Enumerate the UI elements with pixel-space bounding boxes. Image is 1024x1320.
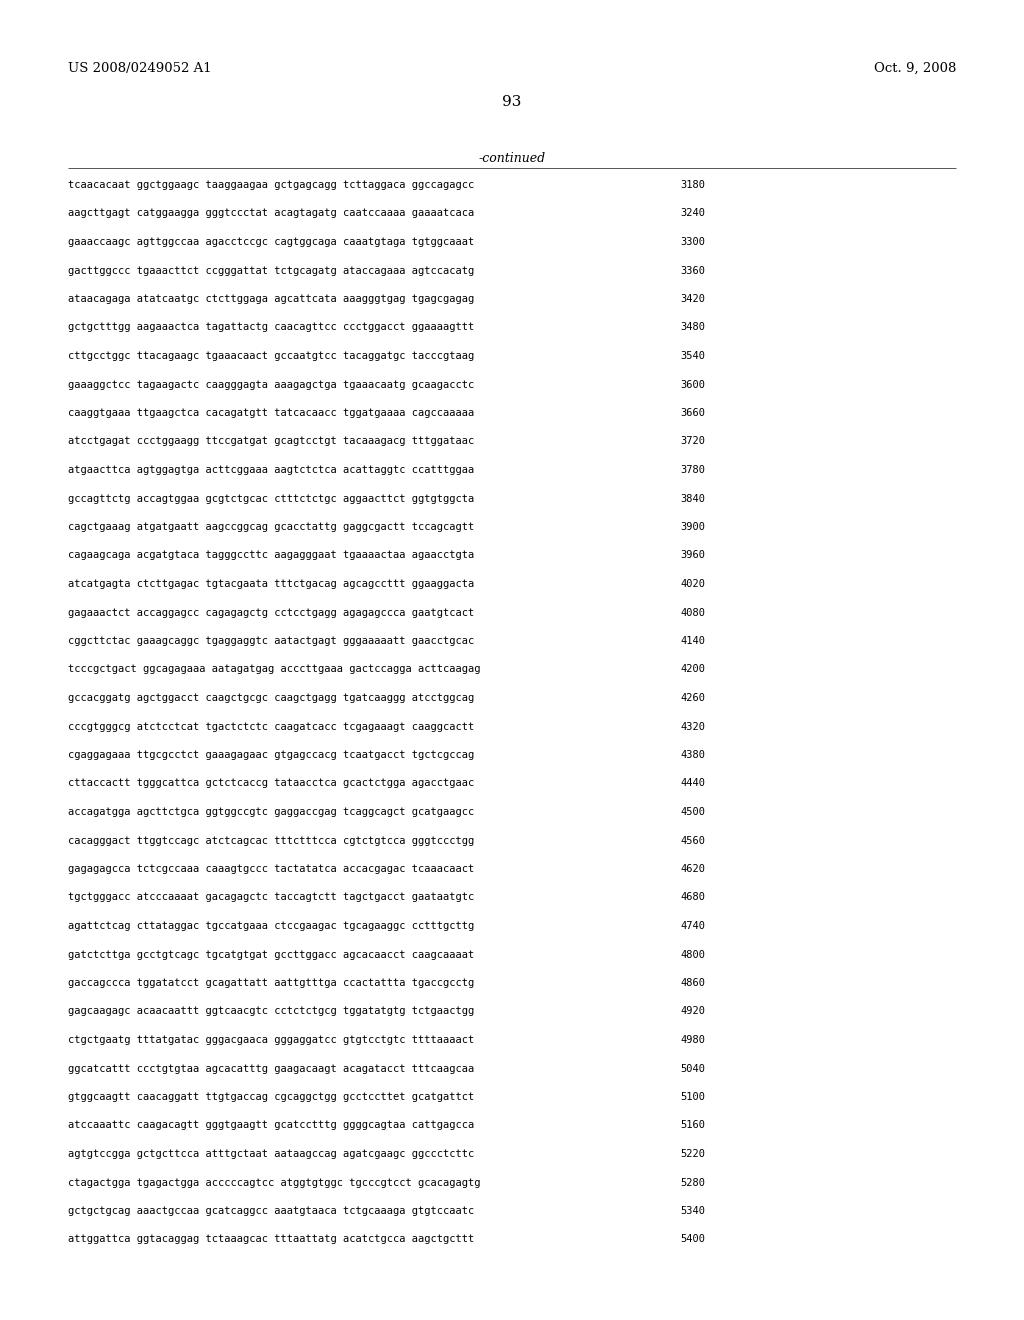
Text: cagaagcaga acgatgtaca tagggccttc aagagggaat tgaaaactaa agaacctgta: cagaagcaga acgatgtaca tagggccttc aagaggg… [68,550,474,561]
Text: caaggtgaaa ttgaagctca cacagatgtt tatcacaacc tggatgaaaa cagccaaaaa: caaggtgaaa ttgaagctca cacagatgtt tatcaca… [68,408,474,418]
Text: 4140: 4140 [680,636,705,645]
Text: aagcttgagt catggaagga gggtccctat acagtagatg caatccaaaa gaaaatcaca: aagcttgagt catggaagga gggtccctat acagtag… [68,209,474,219]
Text: cagctgaaag atgatgaatt aagccggcag gcacctattg gaggcgactt tccagcagtt: cagctgaaag atgatgaatt aagccggcag gcaccta… [68,521,474,532]
Text: gagagagcca tctcgccaaa caaagtgccc tactatatca accacgagac tcaaacaact: gagagagcca tctcgccaaa caaagtgccc tactata… [68,865,474,874]
Text: 3540: 3540 [680,351,705,360]
Text: atgaacttca agtggagtga acttcggaaa aagtctctca acattaggtc ccatttggaa: atgaacttca agtggagtga acttcggaaa aagtctc… [68,465,474,475]
Text: gccagttctg accagtggaa gcgtctgcac ctttctctgc aggaacttct ggtgtggcta: gccagttctg accagtggaa gcgtctgcac ctttctc… [68,494,474,503]
Text: ggcatcattt ccctgtgtaa agcacatttg gaagacaagt acagatacct tttcaagcaa: ggcatcattt ccctgtgtaa agcacatttg gaagaca… [68,1064,474,1073]
Text: 5100: 5100 [680,1092,705,1102]
Text: 4200: 4200 [680,664,705,675]
Text: gacttggccc tgaaacttct ccgggattat tctgcagatg ataccagaaa agtccacatg: gacttggccc tgaaacttct ccgggattat tctgcag… [68,265,474,276]
Text: US 2008/0249052 A1: US 2008/0249052 A1 [68,62,212,75]
Text: 3660: 3660 [680,408,705,418]
Text: agtgtccgga gctgcttcca atttgctaat aataagccag agatcgaagc ggccctcttc: agtgtccgga gctgcttcca atttgctaat aataagc… [68,1148,474,1159]
Text: 5220: 5220 [680,1148,705,1159]
Text: cggcttctac gaaagcaggc tgaggaggtc aatactgagt gggaaaaatt gaacctgcac: cggcttctac gaaagcaggc tgaggaggtc aatactg… [68,636,474,645]
Text: cttaccactt tgggcattca gctctcaccg tataacctca gcactctgga agacctgaac: cttaccactt tgggcattca gctctcaccg tataacc… [68,779,474,788]
Text: 3720: 3720 [680,437,705,446]
Text: 4800: 4800 [680,949,705,960]
Text: 4260: 4260 [680,693,705,704]
Text: gagaaactct accaggagcc cagagagctg cctcctgagg agagagccca gaatgtcact: gagaaactct accaggagcc cagagagctg cctcctg… [68,607,474,618]
Text: tgctgggacc atcccaaaat gacagagctc taccagtctt tagctgacct gaataatgtc: tgctgggacc atcccaaaat gacagagctc taccagt… [68,892,474,903]
Text: ataacagaga atatcaatgc ctcttggaga agcattcata aaagggtgag tgagcgagag: ataacagaga atatcaatgc ctcttggaga agcattc… [68,294,474,304]
Text: 4740: 4740 [680,921,705,931]
Text: ctgctgaatg tttatgatac gggacgaaca gggaggatcc gtgtcctgtc ttttaaaact: ctgctgaatg tttatgatac gggacgaaca gggagga… [68,1035,474,1045]
Text: 3240: 3240 [680,209,705,219]
Text: 4440: 4440 [680,779,705,788]
Text: gatctcttga gcctgtcagc tgcatgtgat gccttggacc agcacaacct caagcaaaat: gatctcttga gcctgtcagc tgcatgtgat gccttgg… [68,949,474,960]
Text: 3600: 3600 [680,380,705,389]
Text: 3900: 3900 [680,521,705,532]
Text: 4080: 4080 [680,607,705,618]
Text: gctgctgcag aaactgccaa gcatcaggcc aaatgtaaca tctgcaaaga gtgtccaatc: gctgctgcag aaactgccaa gcatcaggcc aaatgta… [68,1206,474,1216]
Text: 5400: 5400 [680,1234,705,1245]
Text: gaccagccca tggatatcct gcagattatt aattgtttga ccactattta tgaccgcctg: gaccagccca tggatatcct gcagattatt aattgtt… [68,978,474,987]
Text: gaaaccaagc agttggccaa agacctccgc cagtggcaga caaatgtaga tgtggcaaat: gaaaccaagc agttggccaa agacctccgc cagtggc… [68,238,474,247]
Text: 3840: 3840 [680,494,705,503]
Text: 5040: 5040 [680,1064,705,1073]
Text: 3780: 3780 [680,465,705,475]
Text: ctagactgga tgagactgga acccccagtcc atggtgtggc tgcccgtcct gcacagagtg: ctagactgga tgagactgga acccccagtcc atggtg… [68,1177,480,1188]
Text: gccacggatg agctggacct caagctgcgc caagctgagg tgatcaaggg atcctggcag: gccacggatg agctggacct caagctgcgc caagctg… [68,693,474,704]
Text: Oct. 9, 2008: Oct. 9, 2008 [873,62,956,75]
Text: -continued: -continued [478,152,546,165]
Text: attggattca ggtacaggag tctaaagcac tttaattatg acatctgcca aagctgcttt: attggattca ggtacaggag tctaaagcac tttaatt… [68,1234,474,1245]
Text: cgaggagaaa ttgcgcctct gaaagagaac gtgagccacg tcaatgacct tgctcgccag: cgaggagaaa ttgcgcctct gaaagagaac gtgagcc… [68,750,474,760]
Text: atcctgagat ccctggaagg ttccgatgat gcagtcctgt tacaaagacg tttggataac: atcctgagat ccctggaagg ttccgatgat gcagtcc… [68,437,474,446]
Text: 93: 93 [503,95,521,110]
Text: agattctcag cttataggac tgccatgaaa ctccgaagac tgcagaaggc cctttgcttg: agattctcag cttataggac tgccatgaaa ctccgaa… [68,921,474,931]
Text: 5280: 5280 [680,1177,705,1188]
Text: 3180: 3180 [680,180,705,190]
Text: accagatgga agcttctgca ggtggccgtc gaggaccgag tcaggcagct gcatgaagcc: accagatgga agcttctgca ggtggccgtc gaggacc… [68,807,474,817]
Text: tcccgctgact ggcagagaaa aatagatgag acccttgaaa gactccagga acttcaagag: tcccgctgact ggcagagaaa aatagatgag accctt… [68,664,480,675]
Text: 4860: 4860 [680,978,705,987]
Text: 4920: 4920 [680,1006,705,1016]
Text: 4980: 4980 [680,1035,705,1045]
Text: 4560: 4560 [680,836,705,846]
Text: 3300: 3300 [680,238,705,247]
Text: atcatgagta ctcttgagac tgtacgaata tttctgacag agcagccttt ggaaggacta: atcatgagta ctcttgagac tgtacgaata tttctga… [68,579,474,589]
Text: 4020: 4020 [680,579,705,589]
Text: 3360: 3360 [680,265,705,276]
Text: cacagggact ttggtccagc atctcagcac tttctttcca cgtctgtcca gggtccctgg: cacagggact ttggtccagc atctcagcac tttcttt… [68,836,474,846]
Text: 5160: 5160 [680,1121,705,1130]
Text: 3960: 3960 [680,550,705,561]
Text: gctgctttgg aagaaactca tagattactg caacagttcc ccctggacct ggaaaagttt: gctgctttgg aagaaactca tagattactg caacagt… [68,322,474,333]
Text: 5340: 5340 [680,1206,705,1216]
Text: 4620: 4620 [680,865,705,874]
Text: 4680: 4680 [680,892,705,903]
Text: 3480: 3480 [680,322,705,333]
Text: 3420: 3420 [680,294,705,304]
Text: gaaaggctcc tagaagactc caagggagta aaagagctga tgaaacaatg gcaagacctc: gaaaggctcc tagaagactc caagggagta aaagagc… [68,380,474,389]
Text: cccgtgggcg atctcctcat tgactctctc caagatcacc tcgagaaagt caaggcactt: cccgtgggcg atctcctcat tgactctctc caagatc… [68,722,474,731]
Text: 4380: 4380 [680,750,705,760]
Text: gagcaagagc acaacaattt ggtcaacgtc cctctctgcg tggatatgtg tctgaactgg: gagcaagagc acaacaattt ggtcaacgtc cctctct… [68,1006,474,1016]
Text: tcaacacaat ggctggaagc taaggaagaa gctgagcagg tcttaggaca ggccagagcc: tcaacacaat ggctggaagc taaggaagaa gctgagc… [68,180,474,190]
Text: atccaaattc caagacagtt gggtgaagtt gcatcctttg ggggcagtaa cattgagcca: atccaaattc caagacagtt gggtgaagtt gcatcct… [68,1121,474,1130]
Text: cttgcctggc ttacagaagc tgaaacaact gccaatgtcc tacaggatgc tacccgtaag: cttgcctggc ttacagaagc tgaaacaact gccaatg… [68,351,474,360]
Text: 4500: 4500 [680,807,705,817]
Text: 4320: 4320 [680,722,705,731]
Text: gtggcaagtt caacaggatt ttgtgaccag cgcaggctgg gcctccttet gcatgattct: gtggcaagtt caacaggatt ttgtgaccag cgcaggc… [68,1092,474,1102]
